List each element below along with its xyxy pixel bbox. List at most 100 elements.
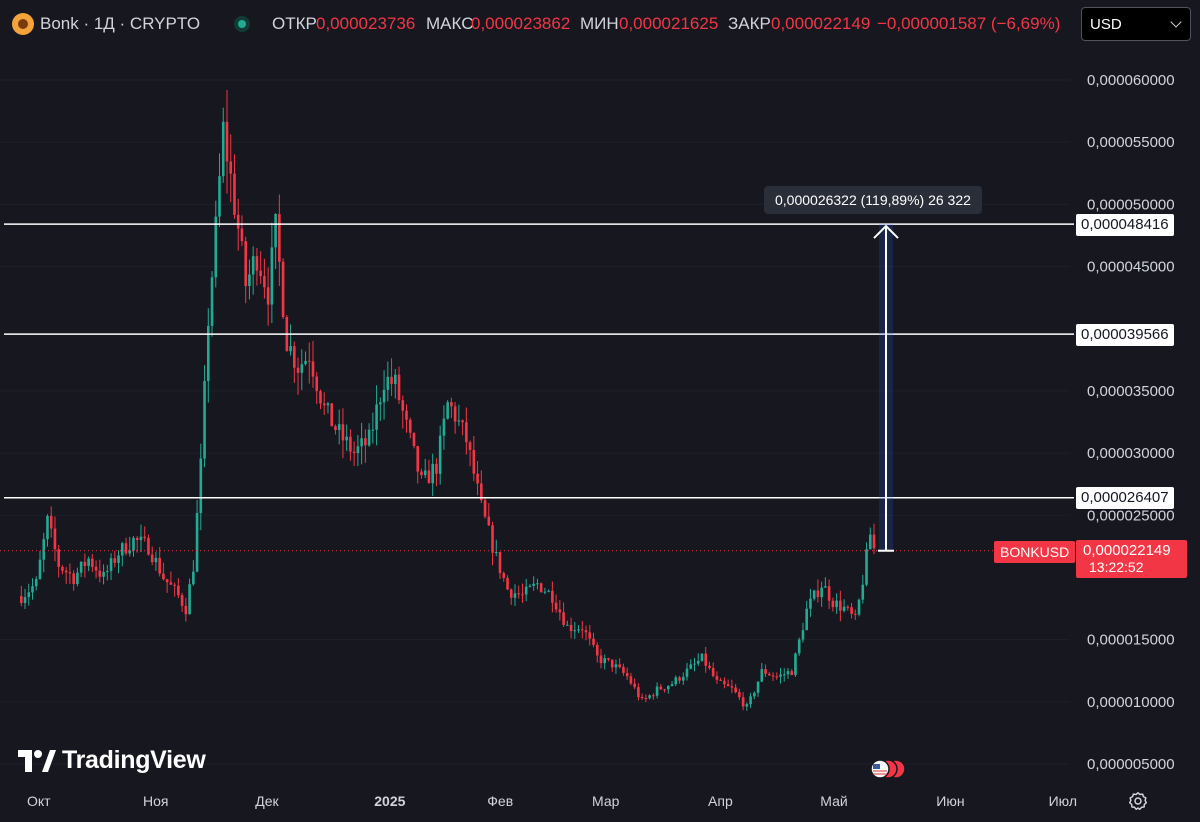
candle <box>760 662 764 683</box>
month-label: Дек <box>255 793 279 809</box>
candle <box>558 600 562 621</box>
candle <box>270 222 274 324</box>
candle <box>408 417 412 439</box>
candle <box>405 404 408 433</box>
candle <box>513 584 517 606</box>
candle <box>27 583 31 606</box>
candle <box>622 663 625 676</box>
candle <box>573 622 577 639</box>
candle <box>274 213 277 270</box>
candle <box>337 409 341 445</box>
month-label: Ноя <box>143 793 168 809</box>
candle <box>229 134 233 203</box>
candle <box>64 567 68 584</box>
candle <box>554 594 558 613</box>
candle <box>816 579 820 603</box>
candle <box>465 407 468 455</box>
candle <box>349 429 352 461</box>
gear-icon[interactable] <box>1128 791 1148 811</box>
candle <box>603 654 607 670</box>
price-tick-label: 0,000045000 <box>1087 259 1175 276</box>
price-tick-label: 0,000055000 <box>1087 134 1175 151</box>
candle <box>854 609 857 620</box>
candle <box>483 497 487 519</box>
candle <box>562 602 565 627</box>
market-status-icon[interactable] <box>234 16 250 32</box>
candle <box>135 536 139 553</box>
candle <box>648 694 651 700</box>
candle <box>790 668 794 676</box>
candle <box>218 153 221 227</box>
currency-select[interactable]: USD <box>1081 7 1191 41</box>
bar-countdown: 13:22:52 <box>1089 559 1144 575</box>
low-value: 0,000021625 <box>619 14 719 33</box>
tradingview-logo[interactable]: TradingView <box>16 744 216 774</box>
candle <box>304 351 307 366</box>
candle <box>494 539 498 557</box>
candle <box>210 271 214 337</box>
candle <box>667 685 670 694</box>
candle <box>278 194 281 286</box>
candle <box>794 652 797 678</box>
candle <box>132 535 135 557</box>
candle <box>506 575 509 591</box>
candle <box>857 598 861 617</box>
candle <box>850 602 853 619</box>
candle <box>23 588 27 609</box>
candle <box>109 553 113 580</box>
candle <box>206 308 210 403</box>
candle <box>248 259 251 300</box>
candle <box>756 681 760 697</box>
candle <box>106 564 109 581</box>
candle <box>360 422 363 465</box>
high-label: МАКС <box>426 14 474 33</box>
candle <box>315 372 319 404</box>
candle <box>102 564 105 585</box>
candle <box>143 526 147 542</box>
candle <box>367 423 371 447</box>
candle <box>147 534 150 556</box>
candle <box>764 664 767 678</box>
candle <box>34 576 38 591</box>
candle <box>382 370 386 420</box>
candle <box>532 576 535 591</box>
month-label: Фев <box>487 793 513 809</box>
symbol-title[interactable]: Bonk · 1Д · CRYPTO <box>40 14 201 33</box>
candle <box>779 667 782 684</box>
candle <box>251 246 255 295</box>
candle <box>72 570 75 591</box>
candle <box>839 590 842 622</box>
candle <box>322 392 326 415</box>
candle <box>158 547 161 577</box>
candle <box>577 624 580 634</box>
candle <box>57 544 60 578</box>
candle <box>827 579 831 610</box>
candle <box>38 550 42 580</box>
candle <box>678 675 681 684</box>
candle <box>117 550 120 574</box>
candle <box>868 527 872 550</box>
level-tag-2[interactable]: 0,000039566 <box>1076 324 1174 346</box>
open-label: ОТКР <box>272 14 317 33</box>
level-tag-1[interactable]: 0,000048416 <box>1076 214 1174 236</box>
candle <box>831 597 835 612</box>
candle <box>629 672 633 686</box>
candle <box>423 458 427 479</box>
candle <box>801 622 805 643</box>
candle <box>416 445 420 484</box>
candle <box>397 366 401 404</box>
chevron-down-icon <box>1170 16 1182 28</box>
candle <box>566 620 569 626</box>
time-axis: Окт Ноя Дек 2025 Фев Мар Апр Май Июн Июл <box>27 793 1077 809</box>
candle <box>263 258 266 299</box>
currency-label: USD <box>1090 16 1122 33</box>
candle <box>214 200 218 288</box>
candle <box>865 542 868 587</box>
candle <box>509 588 513 605</box>
high-value: 0,000023862 <box>471 14 571 33</box>
candle <box>670 680 674 687</box>
level-tag-3[interactable]: 0,000026407 <box>1076 487 1174 509</box>
measure-tool <box>873 224 899 552</box>
events-icon[interactable] <box>868 757 908 781</box>
